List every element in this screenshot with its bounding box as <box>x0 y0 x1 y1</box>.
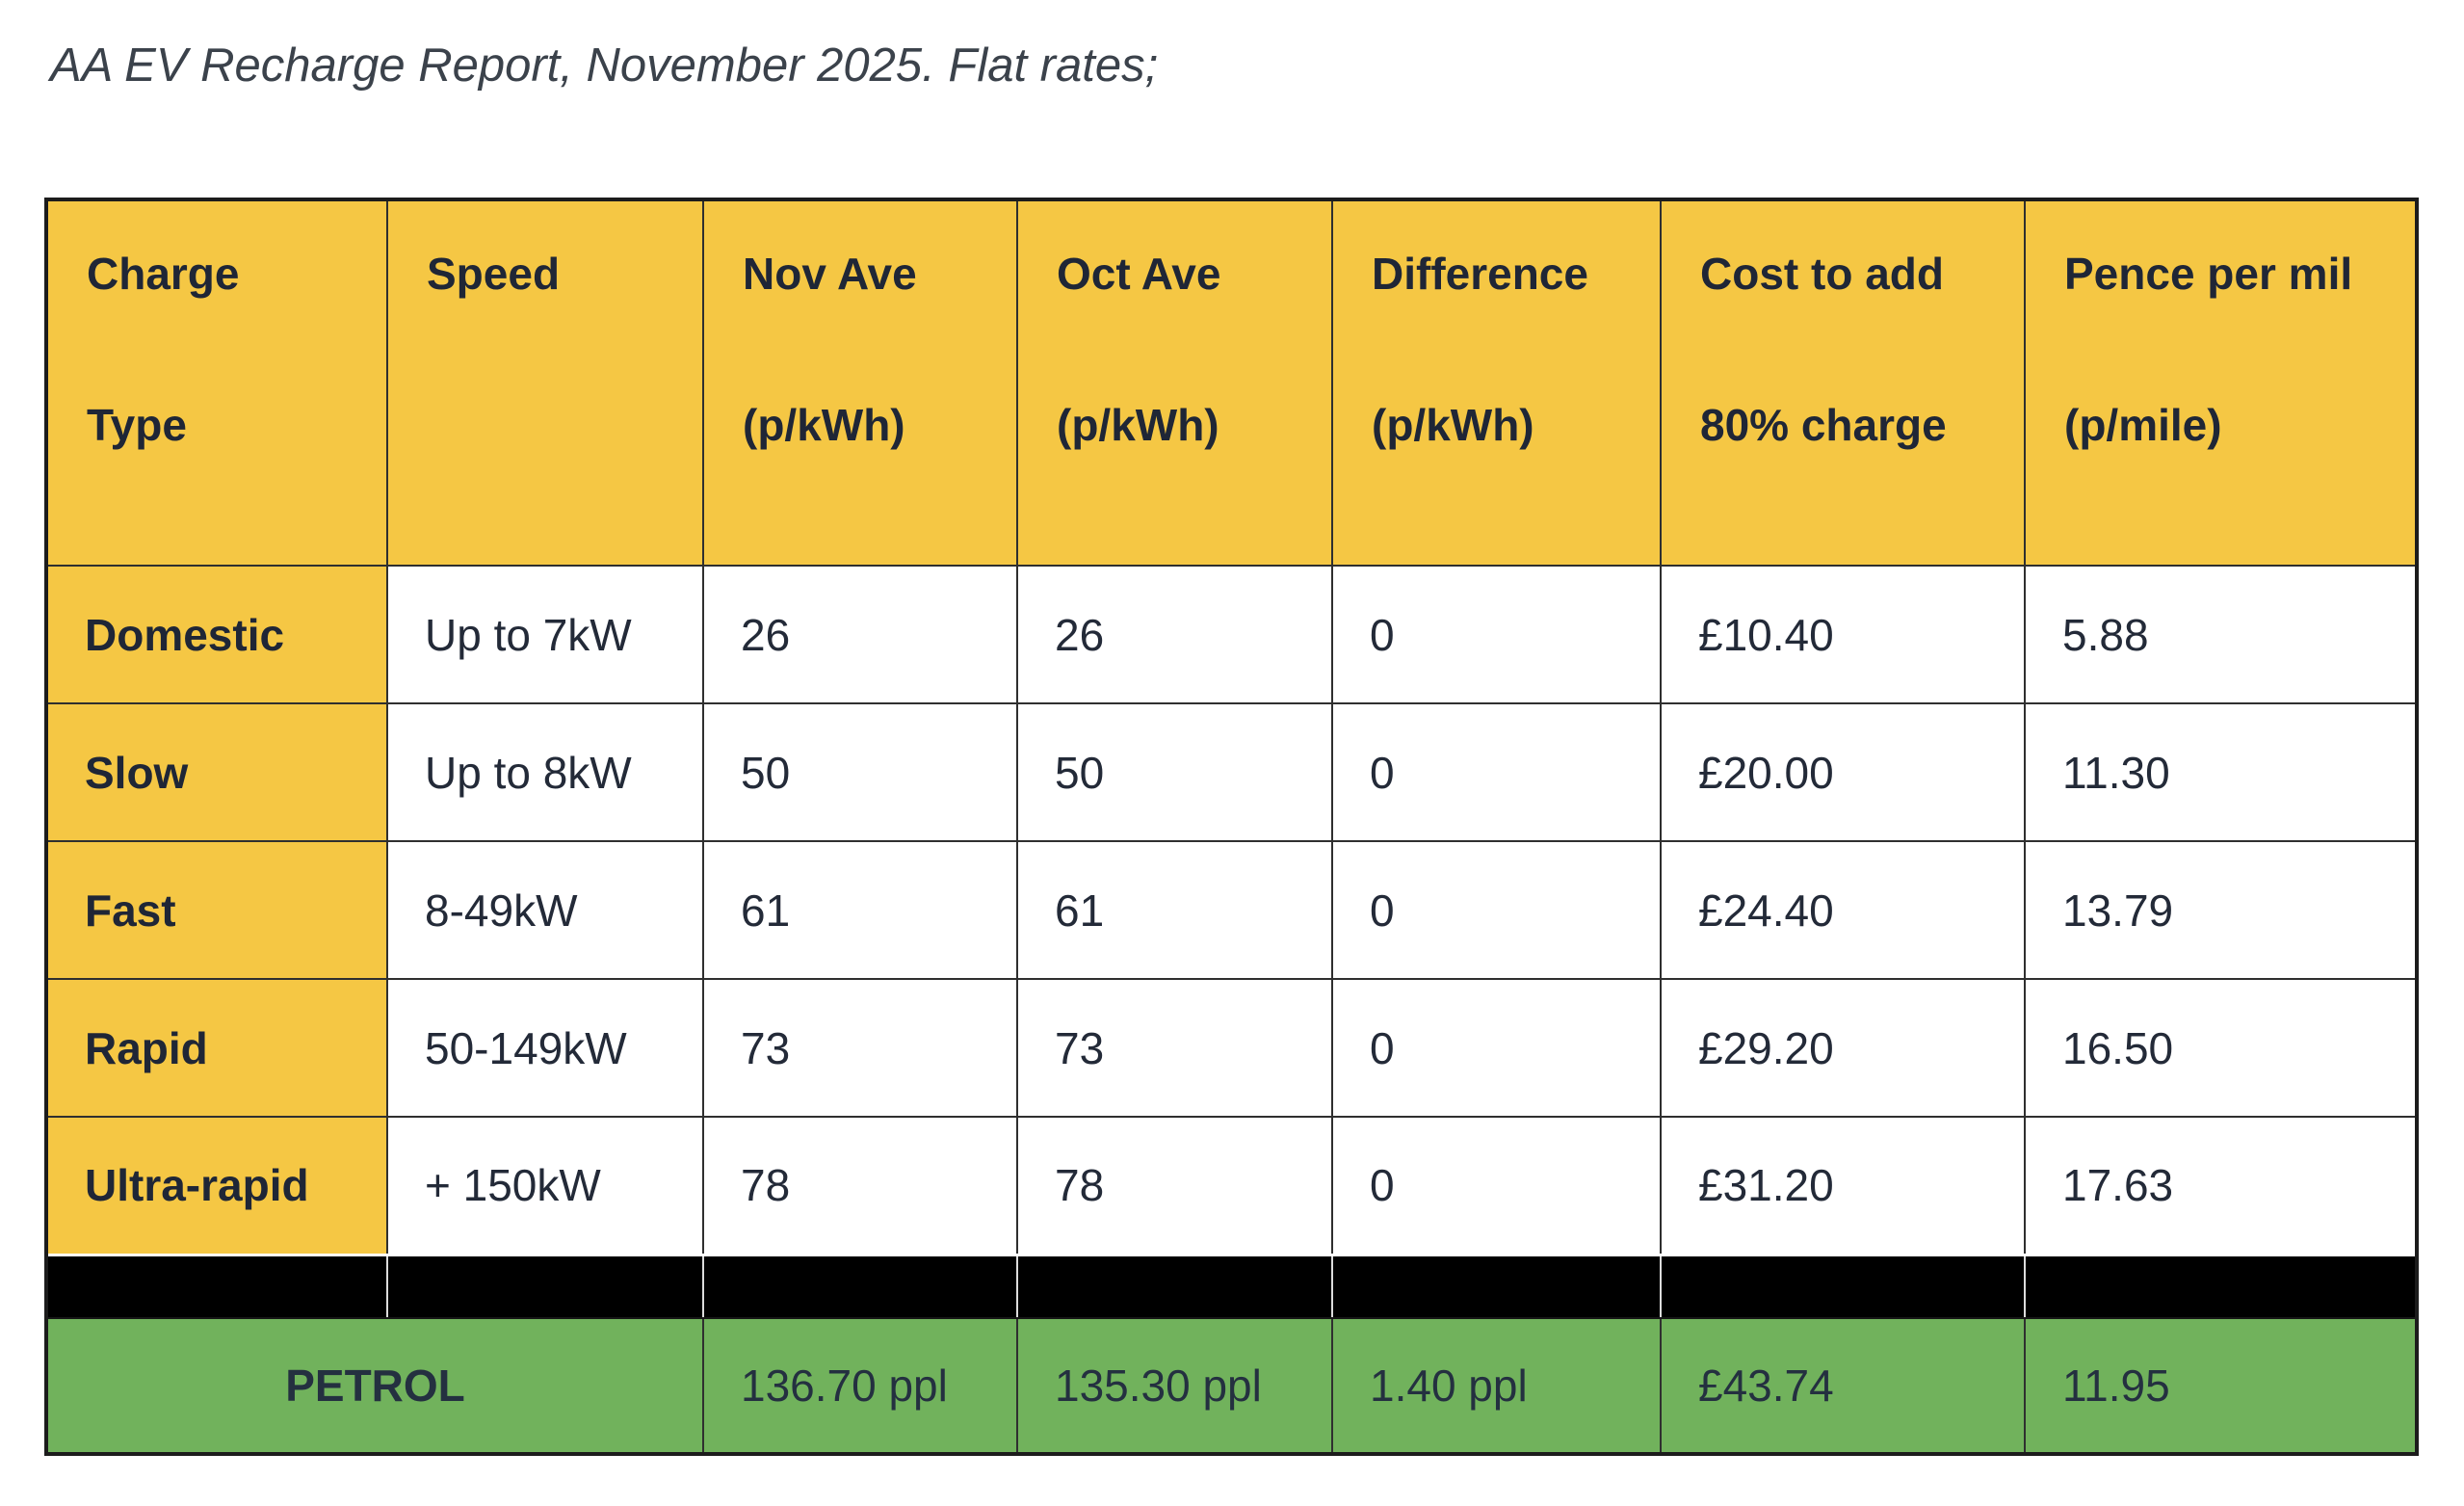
header-cost-to-add: Cost to add 80% charge <box>1660 198 2026 567</box>
cell-oct-ave: 61 <box>1016 840 1333 980</box>
header-line1: Difference <box>1372 249 1588 299</box>
cell-difference: 0 <box>1331 840 1662 980</box>
table-row-slow: Slow Up to 8kW 50 50 0 £20.00 11.30 <box>45 702 2418 842</box>
cell-nov-ave: 26 <box>702 565 1018 704</box>
header-line2 <box>427 399 695 452</box>
table-row-rapid: Rapid 50-149kW 73 73 0 £29.20 16.50 <box>45 978 2418 1118</box>
separator-cell <box>702 1253 1018 1319</box>
table-row-fast: Fast 8-49kW 61 61 0 £24.40 13.79 <box>45 840 2418 980</box>
petrol-row: PETROL 136.70 ppl 135.30 ppl 1.40 ppl £4… <box>45 1317 2418 1455</box>
separator-cell <box>2024 1253 2419 1319</box>
cell-difference: 0 <box>1331 1116 1662 1255</box>
cell-cost-to-add: £31.20 <box>1660 1116 2026 1255</box>
cell-pence-per-mile: 11.95 <box>2024 1317 2418 1455</box>
cell-cost-to-add: £24.40 <box>1660 840 2026 980</box>
cell-difference: 0 <box>1331 978 1662 1118</box>
header-line2: (p/kWh) <box>743 400 905 450</box>
header-nov-ave: Nov Ave (p/kWh) <box>702 198 1018 567</box>
header-line1: Cost to add <box>1700 249 1944 299</box>
ev-recharge-rates-table: Charge Type Speed Nov Ave (p/kWh) Oct Av… <box>44 198 2419 1456</box>
cell-cost-to-add: £43.74 <box>1660 1317 2026 1455</box>
row-label-fast: Fast <box>45 840 388 980</box>
separator-cell <box>386 1253 704 1319</box>
row-label-slow: Slow <box>45 702 388 842</box>
row-label-ultra-rapid: Ultra-rapid <box>45 1116 388 1255</box>
report-title: AA EV Recharge Report, November 2025. Fl… <box>50 40 1159 92</box>
separator-cell <box>1660 1253 2026 1319</box>
header-speed: Speed <box>386 198 704 567</box>
table-row-domestic: Domestic Up to 7kW 26 26 0 £10.40 5.88 <box>45 565 2418 704</box>
cell-oct-ave: 78 <box>1016 1116 1333 1255</box>
cell-oct-ave: 50 <box>1016 702 1333 842</box>
separator-cell <box>1331 1253 1662 1319</box>
header-line2: Type <box>87 400 187 450</box>
cell-pence-per-mile: 11.30 <box>2024 702 2418 842</box>
cell-nov-ave: 136.70 ppl <box>702 1317 1018 1455</box>
separator-cell <box>1016 1253 1333 1319</box>
cell-oct-ave: 26 <box>1016 565 1333 704</box>
cell-cost-to-add: £29.20 <box>1660 978 2026 1118</box>
cell-nov-ave: 73 <box>702 978 1018 1118</box>
cell-pence-per-mile: 5.88 <box>2024 565 2418 704</box>
header-line2: 80% charge <box>1700 400 1947 450</box>
black-separator-row <box>44 1253 2419 1319</box>
cell-speed: 8-49kW <box>386 840 704 980</box>
cell-nov-ave: 50 <box>702 702 1018 842</box>
cell-oct-ave: 73 <box>1016 978 1333 1118</box>
header-line1: Oct Ave <box>1057 249 1221 299</box>
cell-difference: 1.40 ppl <box>1331 1317 1662 1455</box>
header-line2: (p/kWh) <box>1057 400 1219 450</box>
cell-difference: 0 <box>1331 565 1662 704</box>
header-line2: (p/kWh) <box>1372 400 1534 450</box>
cell-cost-to-add: £10.40 <box>1660 565 2026 704</box>
row-label-rapid: Rapid <box>45 978 388 1118</box>
row-label-domestic: Domestic <box>45 565 388 704</box>
cell-nov-ave: 78 <box>702 1116 1018 1255</box>
header-line2: (p/mile) <box>2064 400 2222 450</box>
cell-nov-ave: 61 <box>702 840 1018 980</box>
header-pence-per-mile: Pence per mil (p/mile) <box>2024 198 2418 567</box>
table-row-ultra-rapid: Ultra-rapid + 150kW 78 78 0 £31.20 17.63 <box>45 1116 2418 1255</box>
header-line1: Charge <box>87 249 240 299</box>
header-oct-ave: Oct Ave (p/kWh) <box>1016 198 1333 567</box>
header-row: Charge Type Speed Nov Ave (p/kWh) Oct Av… <box>45 198 2418 567</box>
cell-pence-per-mile: 17.63 <box>2024 1116 2418 1255</box>
header-difference: Difference (p/kWh) <box>1331 198 1662 567</box>
cell-oct-ave: 135.30 ppl <box>1016 1317 1333 1455</box>
cell-speed: + 150kW <box>386 1116 704 1255</box>
header-line1: Speed <box>427 249 561 299</box>
cell-speed: 50-149kW <box>386 978 704 1118</box>
petrol-row-label: PETROL <box>45 1317 704 1455</box>
cell-pence-per-mile: 16.50 <box>2024 978 2418 1118</box>
header-line1: Nov Ave <box>743 249 917 299</box>
cell-difference: 0 <box>1331 702 1662 842</box>
cell-pence-per-mile: 13.79 <box>2024 840 2418 980</box>
cell-speed: Up to 7kW <box>386 565 704 704</box>
header-charge-type: Charge Type <box>45 198 388 567</box>
cell-cost-to-add: £20.00 <box>1660 702 2026 842</box>
cell-speed: Up to 8kW <box>386 702 704 842</box>
separator-cell <box>44 1253 388 1319</box>
header-line1: Pence per mil <box>2064 249 2353 299</box>
